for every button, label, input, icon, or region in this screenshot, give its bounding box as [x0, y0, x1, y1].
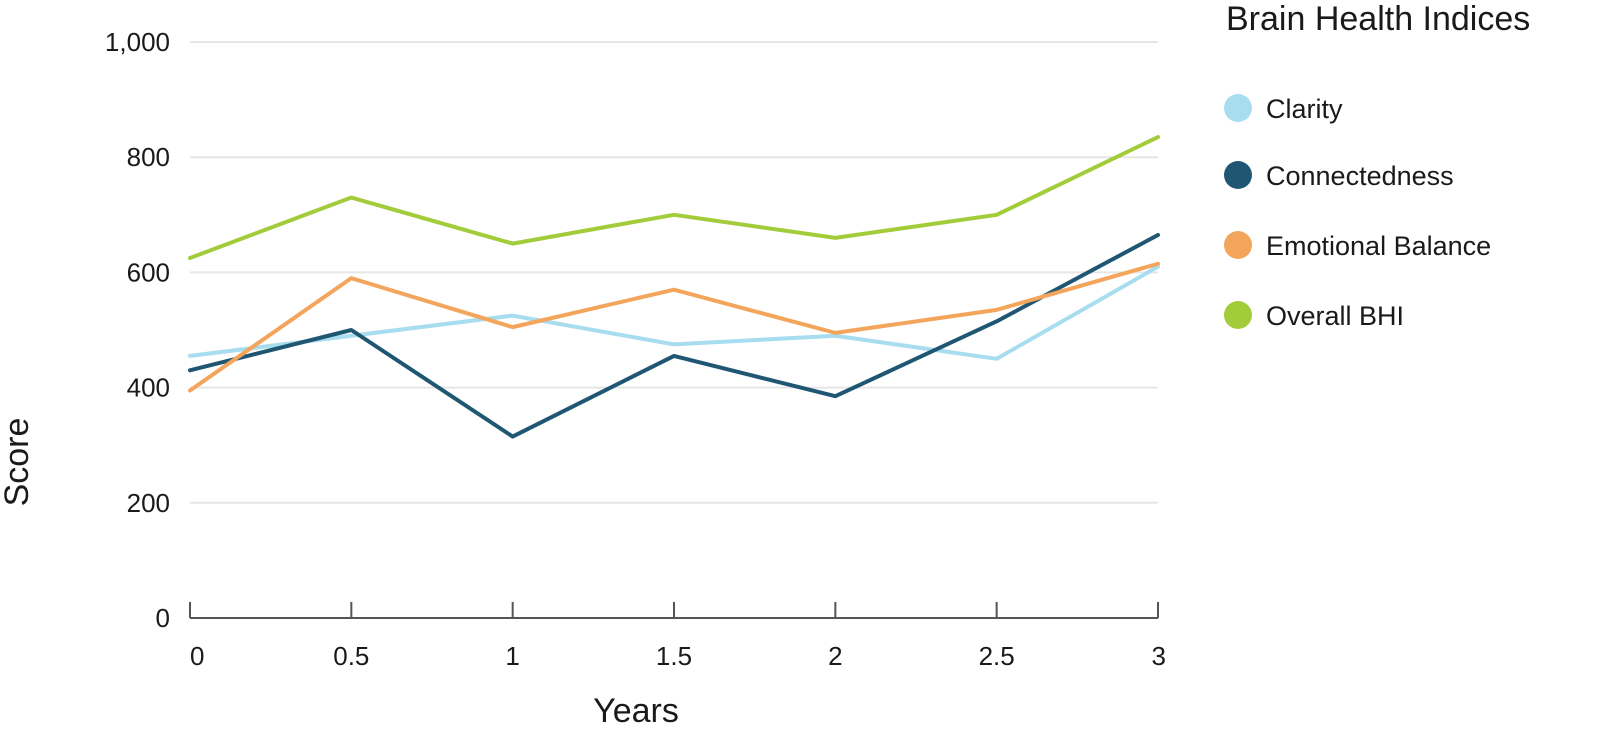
legend-item-overall-bhi: Overall BHI: [1224, 301, 1404, 331]
legend-marker: [1224, 161, 1252, 189]
y-tick-label: 1,000: [105, 27, 170, 57]
series-line-overall-bhi: [188, 135, 1160, 260]
x-tick-label: 2.5: [979, 641, 1015, 671]
legend-items: Clarity Connectedness Emotional Balance Ove…: [1224, 94, 1491, 331]
y-tick-label: 400: [127, 373, 170, 403]
x-tick-label: 1.5: [656, 641, 692, 671]
y-axis-title: Score: [0, 418, 36, 507]
legend-item-emotional-balance: Emotional Balance: [1224, 231, 1491, 261]
legend-title: Brain Health Indices: [1226, 0, 1530, 38]
legend-label: Clarity: [1266, 94, 1343, 124]
y-tick-label: 0: [156, 603, 170, 633]
x-tick-label: 2: [828, 641, 842, 671]
legend-item-connectedness: Connectedness: [1224, 161, 1454, 191]
legend-marker: [1224, 301, 1252, 329]
x-axis-title: Years: [593, 692, 679, 730]
legend-item-clarity: Clarity: [1224, 94, 1343, 124]
legend-label: Overall BHI: [1266, 301, 1404, 331]
x-axis: [189, 602, 1159, 619]
y-tick-label: 600: [127, 257, 170, 287]
legend: Brain Health Indices Clarity Connectednes…: [1224, 0, 1530, 331]
legend-marker: [1224, 94, 1252, 122]
gridlines: [190, 41, 1158, 504]
series-line-clarity: [188, 264, 1160, 361]
x-axis-tick-labels: 0 0.5 1 1.5 2 2.5 3: [190, 641, 1166, 671]
series-lines: [188, 135, 1160, 439]
x-tick-label: 3: [1152, 641, 1166, 671]
y-tick-label: 200: [127, 488, 170, 518]
legend-label: Connectedness: [1266, 161, 1454, 191]
legend-label: Emotional Balance: [1266, 231, 1491, 261]
x-tick-label: 0.5: [333, 641, 369, 671]
y-tick-label: 800: [127, 142, 170, 172]
y-axis-tick-labels: 0 200 400 600 800 1,000: [105, 27, 170, 633]
x-tick-label: 0: [190, 641, 204, 671]
legend-marker: [1224, 231, 1252, 259]
x-tick-label: 1: [505, 641, 519, 671]
series-line-emotional-balance: [188, 261, 1160, 393]
series-line-connectedness: [188, 232, 1160, 439]
